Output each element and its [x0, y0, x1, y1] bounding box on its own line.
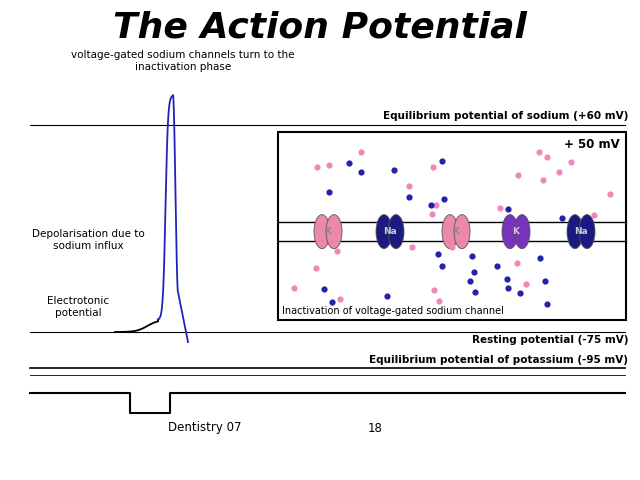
Text: Dentistry 07: Dentistry 07 — [168, 421, 242, 434]
Ellipse shape — [326, 215, 342, 249]
Point — [427, 210, 437, 218]
Point — [554, 168, 564, 176]
Point — [495, 204, 505, 212]
Bar — [278, 132, 626, 320]
Text: 18: 18 — [367, 421, 383, 434]
Point — [439, 195, 449, 203]
Point — [513, 171, 523, 179]
Text: Depolarisation due to
sodium influx: Depolarisation due to sodium influx — [31, 229, 145, 251]
Point — [447, 243, 458, 251]
Point — [512, 260, 522, 267]
Point — [312, 163, 323, 170]
Text: Equilibrium potential of sodium (+60 mV): Equilibrium potential of sodium (+60 mV) — [383, 111, 628, 121]
Text: voltage-gated sodium channels turn to the
inactivation phase: voltage-gated sodium channels turn to th… — [71, 50, 295, 72]
Point — [468, 268, 479, 276]
Point — [566, 158, 576, 166]
Point — [502, 276, 512, 283]
Text: Na: Na — [383, 227, 397, 236]
Ellipse shape — [376, 215, 392, 249]
Point — [470, 288, 480, 296]
Point — [433, 250, 444, 258]
Point — [429, 286, 439, 294]
Point — [535, 254, 545, 262]
Text: Resting potential (-75 mV): Resting potential (-75 mV) — [472, 335, 628, 345]
Point — [521, 280, 531, 288]
Ellipse shape — [514, 215, 530, 249]
Point — [356, 148, 367, 156]
Ellipse shape — [388, 215, 404, 249]
Point — [465, 277, 475, 285]
Point — [437, 262, 447, 269]
Point — [323, 161, 333, 169]
Point — [389, 167, 399, 174]
Text: K: K — [324, 227, 332, 236]
Ellipse shape — [442, 215, 458, 249]
Point — [332, 247, 342, 254]
Point — [335, 295, 345, 303]
Point — [311, 264, 321, 271]
Point — [542, 154, 552, 161]
Point — [324, 188, 334, 196]
Text: Na: Na — [574, 227, 588, 236]
Point — [404, 182, 414, 190]
Point — [404, 193, 414, 201]
Text: The Action Potential: The Action Potential — [113, 10, 527, 44]
Text: Inactivation of voltage-gated sodium channel: Inactivation of voltage-gated sodium cha… — [282, 306, 504, 316]
Point — [319, 285, 329, 293]
Point — [589, 211, 599, 219]
Point — [344, 159, 354, 167]
Text: Electrotonic
potential: Electrotonic potential — [47, 296, 109, 318]
Point — [503, 205, 513, 213]
Ellipse shape — [314, 215, 330, 249]
Point — [431, 201, 441, 209]
Point — [515, 289, 525, 297]
Text: Equilibrium potential of potassium (-95 mV): Equilibrium potential of potassium (-95 … — [369, 355, 628, 365]
Point — [327, 299, 337, 306]
Point — [542, 300, 552, 308]
Point — [426, 201, 436, 208]
Ellipse shape — [454, 215, 470, 249]
Point — [382, 292, 392, 300]
Point — [492, 262, 502, 269]
Text: K: K — [452, 227, 460, 236]
Point — [428, 164, 438, 171]
Point — [540, 277, 550, 285]
Point — [434, 297, 444, 304]
Point — [605, 190, 615, 198]
Point — [408, 243, 418, 251]
Point — [557, 214, 568, 222]
Ellipse shape — [567, 215, 583, 249]
Ellipse shape — [502, 215, 518, 249]
Ellipse shape — [579, 215, 595, 249]
Point — [534, 148, 544, 156]
Point — [356, 168, 367, 176]
Point — [467, 252, 477, 260]
Point — [503, 284, 513, 292]
Point — [289, 284, 299, 291]
Point — [538, 177, 548, 184]
Text: + 50 mV: + 50 mV — [564, 138, 620, 151]
Point — [436, 157, 447, 165]
Text: K: K — [513, 227, 520, 236]
